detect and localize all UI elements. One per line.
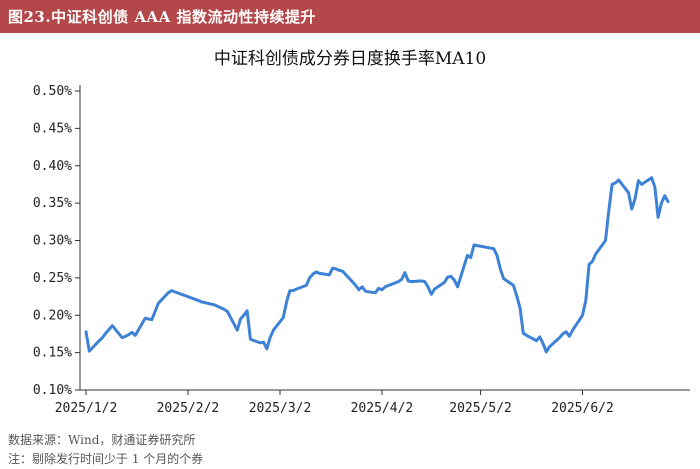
source-note: 数据来源：Wind，财通证券研究所: [8, 433, 196, 447]
series-line: [84, 176, 670, 354]
y-tick-label: 0.20%: [33, 308, 72, 323]
x-tick-label: 2025/2/2: [157, 401, 220, 416]
x-axis: 2025/1/2 2025/2/2 2025/3/2 2025/4/2 2025/5/2…: [55, 389, 690, 416]
y-tick-label: 0.50%: [33, 84, 72, 99]
x-tick-label: 2025/5/2: [449, 401, 512, 416]
figure-banner: 图23.中证科创债 AAA 指数流动性持续提升: [0, 0, 700, 33]
figure-title: 图23.中证科创债 AAA 指数流动性持续提升: [8, 8, 316, 26]
x-tick-label: 2025/3/2: [249, 401, 312, 416]
y-tick-label: 0.35%: [33, 196, 72, 211]
y-axis: 0.10% 0.15% 0.20% 0.25% 0.30% 0.35% 0.40% 0.45%…: [33, 84, 81, 398]
y-tick-label: 0.40%: [33, 159, 72, 174]
x-tick-label: 2025/4/2: [351, 401, 414, 416]
y-tick-label: 0.25%: [33, 271, 72, 286]
y-tick-label: 0.45%: [33, 121, 72, 136]
y-tick-label: 0.10%: [33, 383, 72, 398]
y-tick-label: 0.30%: [33, 234, 72, 249]
chart-title: 中证科创债成分券日度换手率MA10: [213, 49, 487, 69]
x-tick-label: 2025/6/2: [551, 401, 614, 416]
plot-area: [84, 176, 670, 354]
exclusion-note: 注：剔除发行时间少于 1 个月的个券: [8, 452, 204, 466]
y-tick-label: 0.15%: [33, 346, 72, 361]
x-tick-label: 2025/1/2: [55, 401, 118, 416]
